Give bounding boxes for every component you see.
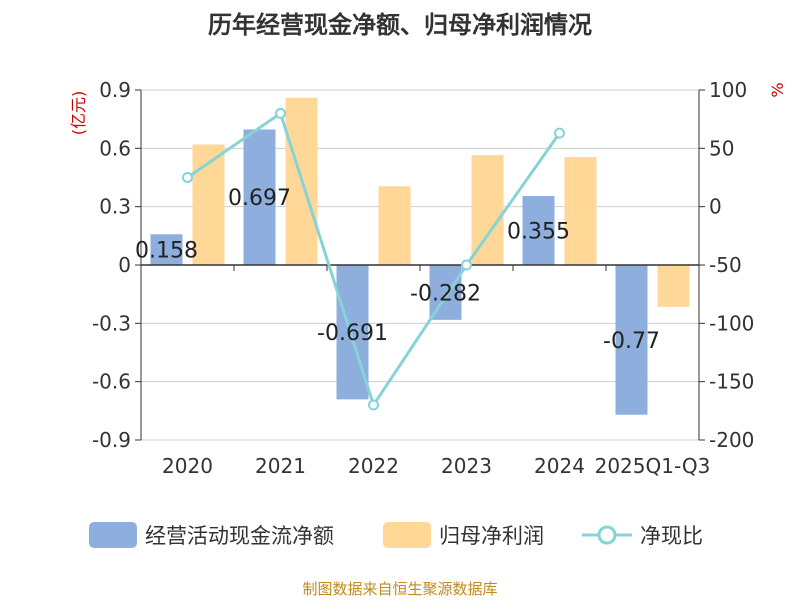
legend-label-profit: 归母净利润 <box>439 524 544 548</box>
ratio-point-4 <box>554 127 565 139</box>
bar-data-labels: 0.158 0.697 -0.691 -0.282 0.355 -0.77 <box>135 186 660 354</box>
data-label-cashflow-1: 0.697 <box>228 186 291 211</box>
y-left-unit-label: (亿元) <box>69 91 88 136</box>
y-left-tick-label-4: -0.3 <box>92 311 131 335</box>
bar-cashflow-0 <box>150 234 183 265</box>
y-left-tick-label-6: -0.9 <box>92 428 131 452</box>
x-axis <box>140 264 700 271</box>
ratio-point-2 <box>368 399 379 411</box>
data-label-cashflow-4: 0.355 <box>507 219 570 244</box>
data-label-cashflow-5: -0.77 <box>603 329 660 354</box>
y-left-tick-label-1: 0.6 <box>99 136 131 160</box>
bar-profit-3 <box>471 155 504 265</box>
x-tick-label-4: 2024 <box>534 454 585 478</box>
y-left-tick-label-0: 0.9 <box>99 78 131 102</box>
ratio-point-0 <box>182 172 193 183</box>
y-right-unit-label: % <box>768 82 787 97</box>
y-left-tick-label-3: 0 <box>118 253 131 277</box>
bar-profit-5 <box>657 265 690 307</box>
bar-cashflow-4 <box>522 195 555 265</box>
legend-swatch-cashflow <box>89 522 137 548</box>
x-tick-label-1: 2021 <box>255 454 306 478</box>
bar-cashflow-1 <box>243 129 276 265</box>
y-right-ticks: 100 50 0 -50 -100 -150 -200 <box>699 78 754 452</box>
x-tick-label-5: 2025Q1-Q3 <box>595 454 711 478</box>
legend-label-cashflow: 经营活动现金流净额 <box>145 524 334 548</box>
x-tick-label-0: 2020 <box>162 454 213 478</box>
x-axis-labels: 2020 2021 2022 2023 2024 2025Q1-Q3 <box>162 454 710 478</box>
y-right-tick-label-1: 50 <box>709 136 734 160</box>
y-left-tick-label-5: -0.6 <box>92 370 131 394</box>
x-tick-label-2: 2022 <box>348 454 399 478</box>
ratio-point-3 <box>461 259 472 271</box>
y-right-tick-label-6: -200 <box>709 428 754 452</box>
y-left-tick-label-2: 0.3 <box>99 195 131 219</box>
source-note: 制图数据来自恒生聚源数据库 <box>302 580 497 598</box>
y-right-tick-label-2: 0 <box>709 195 722 219</box>
bar-profit-4 <box>564 157 597 265</box>
data-label-cashflow-0: 0.158 <box>135 239 198 264</box>
ratio-line-series <box>182 107 565 411</box>
y-right-tick-label-5: -150 <box>709 370 754 394</box>
legend-swatch-profit <box>383 522 431 548</box>
data-label-cashflow-3: -0.282 <box>410 281 481 306</box>
chart-title: 历年经营现金净额、归母净利润情况 <box>208 11 592 39</box>
legend-label-ratio: 净现比 <box>640 524 703 548</box>
y-right-tick-label-0: 100 <box>709 78 747 102</box>
bar-profit-2 <box>378 186 411 265</box>
legend: 经营活动现金流净额 归母净利润 净现比 <box>89 522 703 548</box>
bar-cashflow-5 <box>615 265 648 415</box>
y-right-tick-label-4: -100 <box>709 311 754 335</box>
bars <box>150 97 690 415</box>
ratio-line <box>186 110 561 409</box>
x-tick-label-3: 2023 <box>441 454 492 478</box>
ratio-point-1 <box>275 107 286 119</box>
y-right-tick-label-3: -50 <box>709 253 742 277</box>
y-left-ticks: 0.9 0.6 0.3 0 -0.3 -0.6 -0.9 <box>92 78 141 452</box>
data-label-cashflow-2: -0.691 <box>317 321 388 346</box>
legend-marker-ratio <box>597 525 617 545</box>
